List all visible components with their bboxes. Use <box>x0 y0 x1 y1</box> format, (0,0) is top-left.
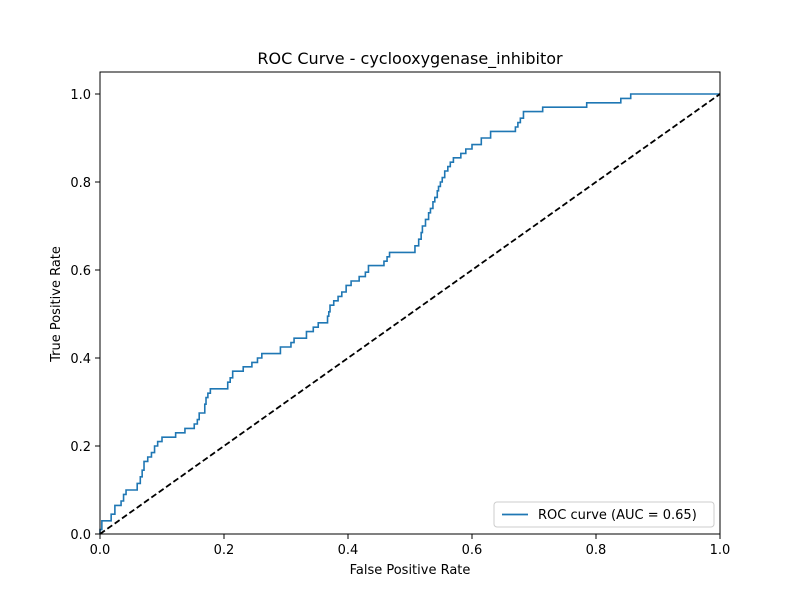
legend-box <box>493 501 715 528</box>
chart-title: ROC Curve - cyclooxygenase_inhibitor <box>257 49 563 69</box>
x-tick-label: 0.2 <box>214 543 235 558</box>
plot-frame <box>99 71 721 535</box>
legend: ROC curve (AUC = 0.65) <box>493 501 715 528</box>
x-tick-label: 0.8 <box>586 543 607 558</box>
diagonal-reference-line <box>99 93 721 535</box>
y-axis-label: True Positive Rate <box>49 246 64 363</box>
y-tick-label: 0.4 <box>70 352 91 367</box>
plot-area: 0.0 0.2 0.4 0.6 0.8 1.0 0.0 0.2 0.4 0.6 0.8 1.0 <box>70 71 731 558</box>
x-tick-label: 0.0 <box>90 543 111 558</box>
legend-label-roc-curve: ROC curve (AUC = 0.65) <box>538 508 697 523</box>
x-tick-label: 1.0 <box>710 543 731 558</box>
x-tick-label: 0.4 <box>338 543 359 558</box>
roc-curve-line <box>99 93 720 534</box>
x-tick-label: 0.6 <box>462 543 483 558</box>
y-tick-label: 0.0 <box>70 528 91 543</box>
y-tick-label: 0.8 <box>70 176 91 191</box>
y-tick-label: 0.2 <box>70 440 91 455</box>
y-tick-label: 1.0 <box>70 88 91 103</box>
y-tick-label: 0.6 <box>70 264 91 279</box>
x-axis-label: False Positive Rate <box>350 563 471 578</box>
